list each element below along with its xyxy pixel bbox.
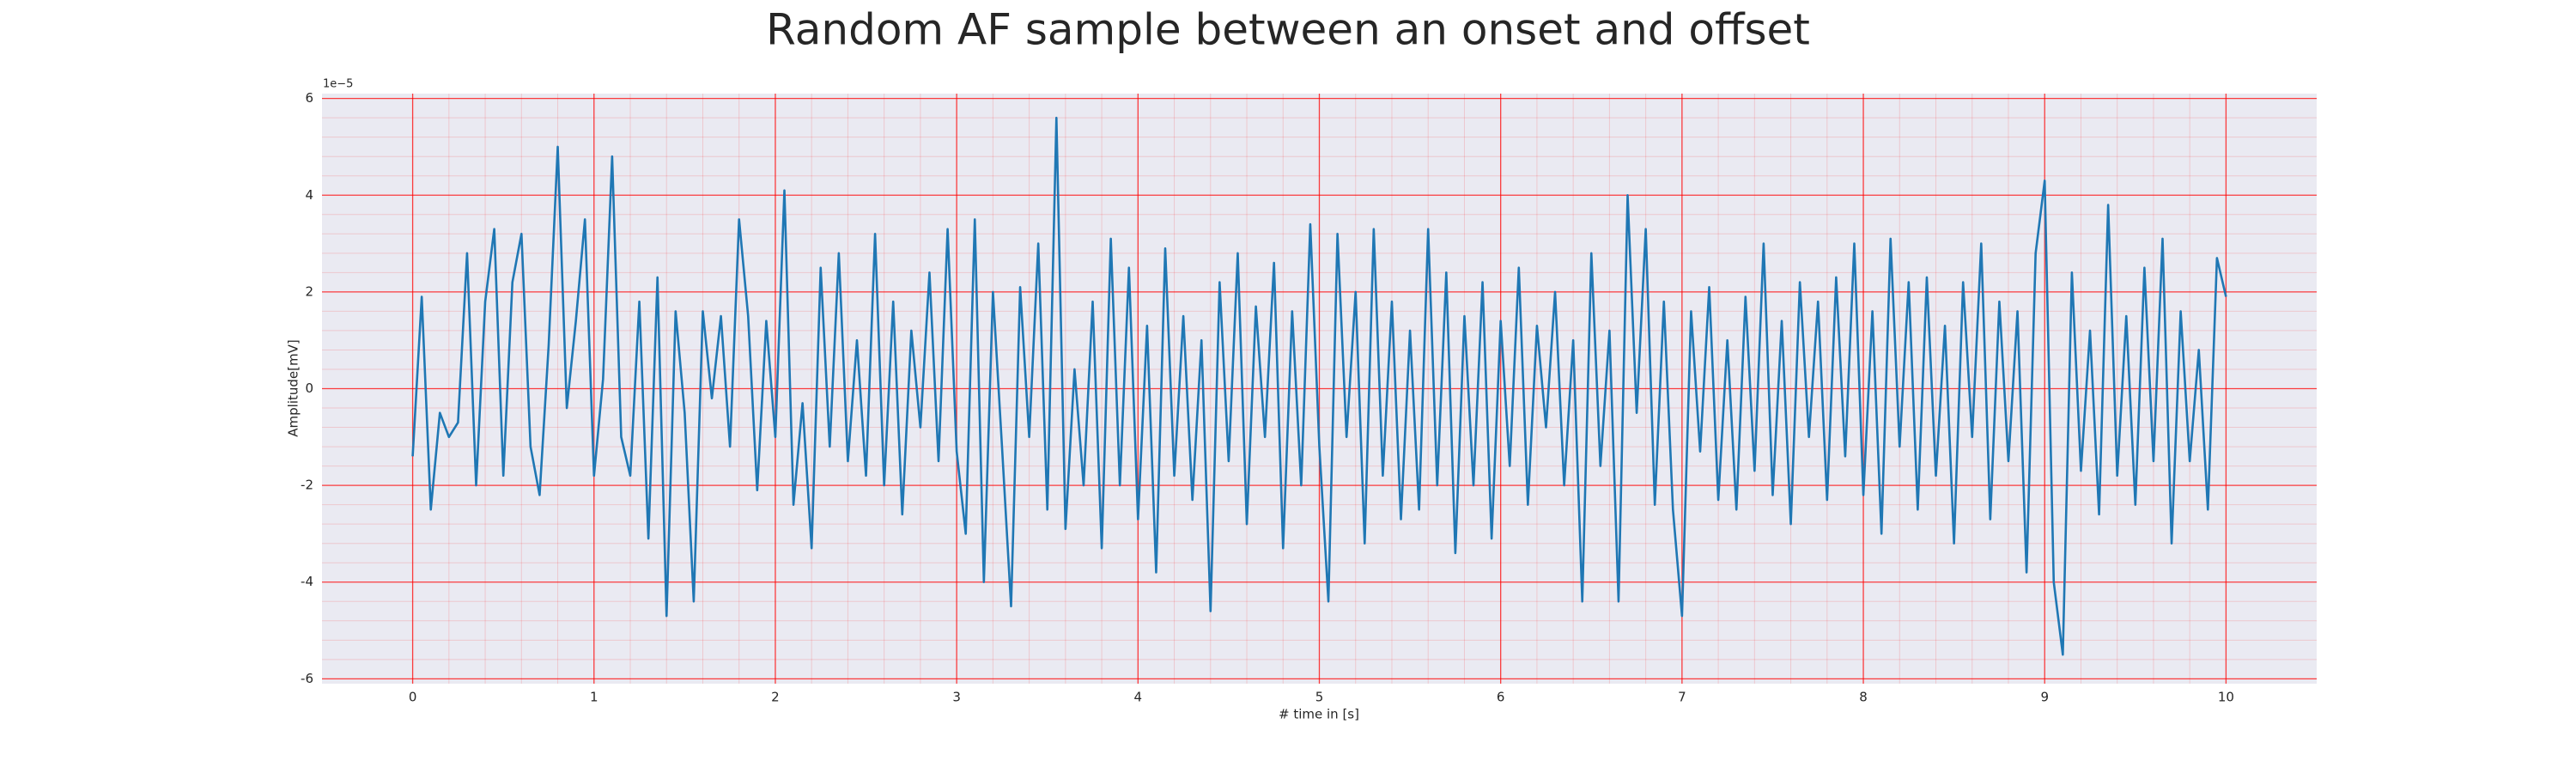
y-tick-label: 6 [305, 90, 313, 106]
y-tick-label: 0 [305, 380, 313, 396]
plot-area [322, 94, 2317, 684]
y-axis-label: Amplitude[mV] [286, 339, 301, 436]
x-tick-label: 8 [1859, 690, 1868, 705]
x-tick-label: 1 [590, 690, 598, 705]
x-tick-label: 10 [2218, 690, 2234, 705]
x-tick-label: 4 [1134, 690, 1143, 705]
chart-title: Random AF sample between an onset and of… [766, 5, 1810, 55]
y-tick-label: -4 [301, 574, 313, 589]
x-axis-label: # time in [s] [1279, 707, 1359, 722]
y-tick-label: 4 [305, 187, 313, 203]
y-tick-label: 2 [305, 283, 313, 299]
x-tick-label: 3 [952, 690, 961, 705]
x-tick-label: 7 [1678, 690, 1686, 705]
x-tick-label: 9 [2040, 690, 2049, 705]
y-tick-label: -6 [301, 671, 313, 686]
y-offset-text: 1e−5 [323, 78, 353, 91]
signal-line [411, 116, 2227, 656]
x-tick-label: 0 [409, 690, 417, 705]
x-tick-label: 2 [771, 690, 780, 705]
x-tick-label: 6 [1497, 690, 1505, 705]
x-tick-label: 5 [1315, 690, 1324, 705]
y-tick-label: -2 [301, 478, 313, 493]
